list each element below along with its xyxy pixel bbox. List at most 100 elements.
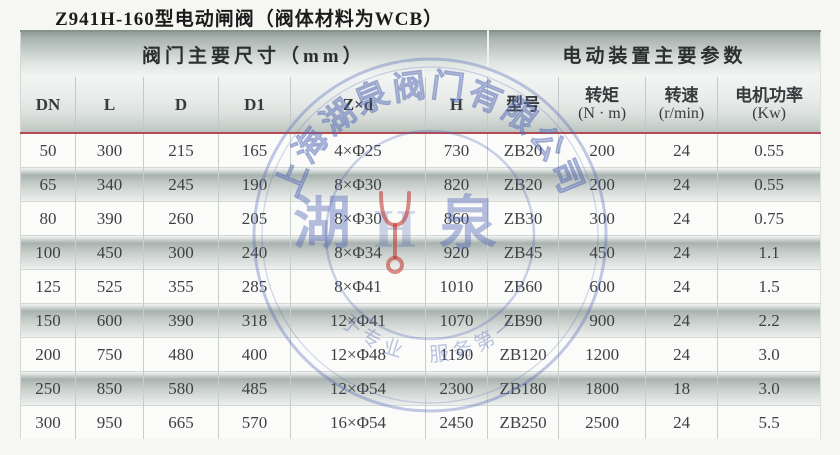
- table-cell: ZB45: [487, 235, 560, 270]
- table-cell: ZB120: [487, 337, 560, 372]
- table-body: 50 300 215 165 4×Φ25 730 ZB20 200 24 0.55 65 340 245…: [20, 133, 821, 439]
- table-cell: 205: [218, 201, 291, 236]
- table-cell: 285: [218, 269, 291, 304]
- table-cell: 820: [425, 167, 489, 202]
- table-row: 150 600 390 318 12×Φ41 1070 ZB90 900 24 2.2: [20, 303, 821, 338]
- table-cell: ZB90: [487, 303, 560, 338]
- table-row: 125 525 355 285 8×Φ41 1010 ZB60 600 24 1.5: [20, 269, 821, 304]
- col-label: D1: [244, 94, 265, 114]
- table-cell: 485: [218, 371, 291, 406]
- table-cell: 150: [20, 303, 76, 338]
- col-label: 转矩: [585, 85, 620, 105]
- table-cell: 0.55: [717, 133, 821, 168]
- table-cell: 525: [75, 269, 144, 304]
- table-cell: 4×Φ25: [290, 133, 426, 168]
- col-header-d: D: [143, 77, 219, 134]
- col-header-model: 型号: [487, 77, 560, 134]
- table-cell: 260: [143, 201, 219, 236]
- col-header-torque: 转矩 (N · m): [558, 77, 647, 134]
- table-cell: 8×Φ30: [290, 201, 426, 236]
- table-cell: 24: [645, 133, 719, 168]
- table-cell: 2450: [425, 405, 489, 439]
- table-cell: 8×Φ34: [290, 235, 426, 270]
- col-header-zxd: Z×d: [290, 77, 426, 134]
- table-cell: 0.75: [717, 201, 821, 236]
- column-header-row: DN L D D1 Z×d H 型号 转矩 (N · m) 转速 (r/min)…: [20, 77, 821, 134]
- table-cell: 200: [20, 337, 76, 372]
- table-cell: 2500: [558, 405, 647, 439]
- table-cell: 8×Φ30: [290, 167, 426, 202]
- table-cell: 24: [645, 201, 719, 236]
- table-cell: 12×Φ48: [290, 337, 426, 372]
- table-cell: 730: [425, 133, 489, 168]
- col-header-speed: 转速 (r/min): [645, 77, 719, 134]
- table-cell: 950: [75, 405, 144, 439]
- col-label: Z×d: [342, 94, 374, 114]
- table-cell: 300: [558, 201, 647, 236]
- table-cell: 390: [143, 303, 219, 338]
- table-cell: 355: [143, 269, 219, 304]
- table-cell: 1800: [558, 371, 647, 406]
- section-header-row: 阀门主要尺寸（mm） 电动装置主要参数: [20, 30, 821, 77]
- table-cell: 215: [143, 133, 219, 168]
- table-cell: 300: [75, 133, 144, 168]
- col-unit: (N · m): [578, 105, 627, 123]
- table-cell: 24: [645, 303, 719, 338]
- table-row: 250 850 580 485 12×Φ54 2300 ZB180 1800 18 3.0: [20, 371, 821, 406]
- table-cell: ZB250: [487, 405, 560, 439]
- col-label: 型号: [506, 94, 541, 114]
- table-cell: ZB20: [487, 167, 560, 202]
- table-cell: 400: [218, 337, 291, 372]
- table-cell: 1200: [558, 337, 647, 372]
- col-unit: (Kw): [752, 105, 786, 123]
- table-cell: 1010: [425, 269, 489, 304]
- table-cell: 1.5: [717, 269, 821, 304]
- table-cell: 900: [558, 303, 647, 338]
- table-cell: ZB60: [487, 269, 560, 304]
- table-cell: 165: [218, 133, 291, 168]
- table-cell: 24: [645, 269, 719, 304]
- table-row: 200 750 480 400 12×Φ48 1190 ZB120 1200 24 3.0: [20, 337, 821, 372]
- table-cell: 50: [20, 133, 76, 168]
- table-cell: 570: [218, 405, 291, 439]
- table-cell: 1190: [425, 337, 489, 372]
- table-cell: 8×Φ41: [290, 269, 426, 304]
- table-cell: 18: [645, 371, 719, 406]
- table-cell: 1.1: [717, 235, 821, 270]
- table-cell: ZB180: [487, 371, 560, 406]
- table-cell: 665: [143, 405, 219, 439]
- table-cell: 480: [143, 337, 219, 372]
- table-cell: 100: [20, 235, 76, 270]
- table-cell: 240: [218, 235, 291, 270]
- section-valve-dimensions: 阀门主要尺寸（mm）: [20, 30, 489, 77]
- table-row: 80 390 260 205 8×Φ30 860 ZB30 300 24 0.75: [20, 201, 821, 236]
- table-cell: 920: [425, 235, 489, 270]
- col-header-dn: DN: [20, 77, 76, 134]
- table-cell: 0.55: [717, 167, 821, 202]
- table-cell: 24: [645, 235, 719, 270]
- table-cell: 860: [425, 201, 489, 236]
- section-actuator-params: 电动装置主要参数: [487, 30, 821, 77]
- table-cell: ZB20: [487, 133, 560, 168]
- table-cell: 580: [143, 371, 219, 406]
- table-row: 65 340 245 190 8×Φ30 820 ZB20 200 24 0.55: [20, 167, 821, 202]
- table-cell: 24: [645, 405, 719, 439]
- table-cell: 3.0: [717, 337, 821, 372]
- table-cell: 340: [75, 167, 144, 202]
- table-cell: 200: [558, 167, 647, 202]
- col-header-h: H: [425, 77, 489, 134]
- table-cell: 245: [143, 167, 219, 202]
- table-cell: 2.2: [717, 303, 821, 338]
- col-label: DN: [35, 94, 61, 114]
- table-cell: 750: [75, 337, 144, 372]
- table-cell: 390: [75, 201, 144, 236]
- table-cell: 2300: [425, 371, 489, 406]
- table-cell: 24: [645, 337, 719, 372]
- table-cell: 300: [143, 235, 219, 270]
- table-cell: 850: [75, 371, 144, 406]
- col-unit: (r/min): [658, 105, 705, 123]
- col-header-l: L: [75, 77, 144, 134]
- page-title: Z941H-160型电动闸阀（阀体材料为WCB）: [55, 9, 444, 30]
- col-label: 电机功率: [735, 85, 804, 105]
- col-label: H: [449, 94, 464, 114]
